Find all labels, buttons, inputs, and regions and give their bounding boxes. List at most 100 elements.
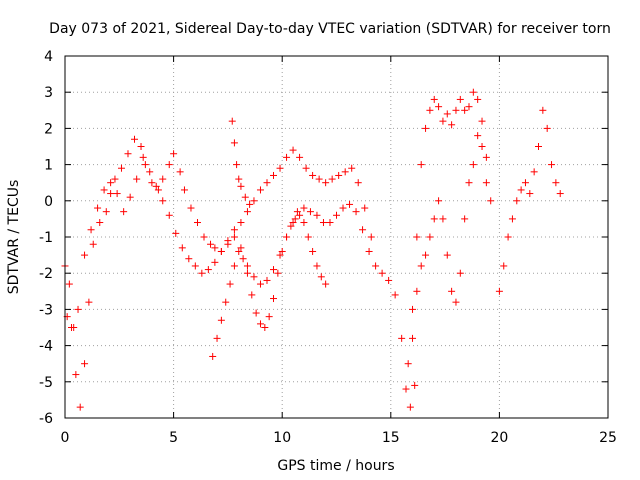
data-point: [287, 222, 295, 230]
data-point: [256, 320, 264, 328]
data-point: [187, 204, 195, 212]
data-point: [322, 280, 330, 288]
data-point: [126, 193, 134, 201]
data-point: [365, 247, 373, 255]
data-point: [319, 219, 327, 227]
data-point: [367, 233, 375, 241]
data-point: [398, 334, 406, 342]
data-point: [141, 161, 149, 169]
data-point: [176, 168, 184, 176]
data-point: [124, 150, 132, 158]
data-point: [404, 360, 412, 368]
series-4: [228, 117, 254, 208]
data-point: [300, 219, 308, 227]
data-point: [487, 197, 495, 205]
data-point: [72, 371, 80, 379]
data-point: [152, 182, 160, 190]
data-point: [474, 95, 482, 103]
data-point: [482, 153, 490, 161]
data-point: [521, 179, 529, 187]
data-point: [326, 219, 334, 227]
data-point: [406, 403, 414, 411]
data-point: [317, 273, 325, 281]
data-point: [137, 143, 145, 150]
data-point: [133, 175, 141, 183]
data-point: [465, 103, 473, 111]
data-point: [513, 197, 521, 205]
data-point: [372, 262, 380, 270]
data-point: [354, 179, 362, 187]
data-point: [443, 251, 451, 259]
data-point: [539, 106, 547, 114]
x-axis-label: GPS time / hours: [277, 458, 394, 474]
data-point: [154, 186, 162, 194]
data-point: [306, 208, 314, 216]
data-point: [222, 298, 230, 306]
data-point: [235, 175, 243, 183]
data-point: [283, 153, 291, 161]
data-point: [413, 287, 421, 295]
y-tick-label: -5: [39, 375, 53, 391]
data-point: [411, 381, 419, 389]
data-point: [452, 298, 460, 306]
data-point: [107, 190, 115, 198]
data-point: [293, 208, 301, 216]
data-point: [439, 117, 447, 125]
data-point: [426, 233, 434, 241]
series-7: [495, 106, 564, 295]
data-point: [348, 164, 356, 172]
data-point: [94, 204, 102, 212]
data-point: [422, 251, 430, 259]
data-point: [548, 161, 556, 169]
data-point: [296, 153, 304, 161]
data-point: [111, 175, 119, 183]
data-point: [448, 121, 456, 129]
data-point: [228, 117, 236, 125]
data-point: [117, 164, 125, 172]
data-point: [233, 161, 241, 169]
data-point: [237, 219, 245, 227]
data-point: [263, 276, 271, 284]
data-point: [178, 244, 186, 252]
data-point: [139, 153, 147, 161]
data-point: [76, 403, 84, 411]
chart-title: Day 073 of 2021, Sidereal Day-to-day VTE…: [49, 21, 611, 37]
data-point: [526, 190, 534, 198]
data-point: [378, 269, 386, 277]
y-tick-label: 4: [44, 49, 53, 65]
data-point: [517, 186, 525, 194]
data-point: [252, 309, 260, 317]
data-point: [385, 276, 393, 284]
data-point: [241, 193, 249, 201]
data-point: [148, 179, 156, 187]
data-point: [276, 164, 284, 172]
x-tick-label: 20: [490, 430, 508, 446]
data-point: [224, 237, 232, 245]
data-point: [217, 316, 225, 324]
data-point: [243, 208, 251, 216]
data-point: [461, 106, 469, 114]
data-point: [417, 262, 425, 270]
data-point: [146, 168, 154, 176]
data-point: [304, 233, 312, 241]
data-point: [270, 171, 278, 179]
data-point: [495, 287, 503, 295]
data-point: [85, 298, 93, 306]
data-point: [302, 164, 310, 172]
data-point: [193, 219, 201, 227]
data-point: [207, 240, 215, 248]
gridlines: [65, 56, 608, 418]
data-point: [211, 244, 219, 252]
data-point: [422, 124, 430, 132]
data-point: [313, 211, 321, 219]
data-point: [265, 313, 273, 321]
data-point: [402, 385, 410, 393]
data-point: [409, 305, 417, 313]
series-3: [209, 211, 330, 360]
data-point: [74, 305, 82, 313]
data-point: [270, 266, 278, 274]
x-tick-label: 0: [61, 430, 70, 446]
data-point: [213, 334, 221, 342]
data-point: [235, 247, 243, 255]
